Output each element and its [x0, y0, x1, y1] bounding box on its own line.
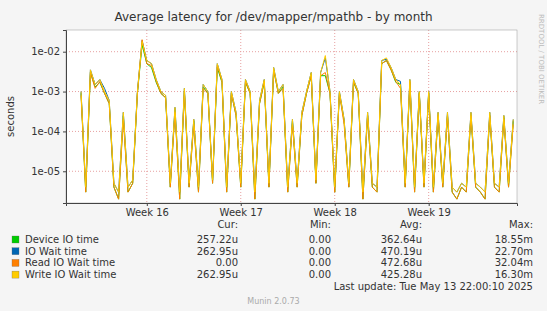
- y-axis: 1e-05 1e-04 1e-03 1e-02: [31, 31, 66, 204]
- y-axis-line: [63, 31, 67, 204]
- legend-stat: 0.00: [309, 257, 331, 268]
- footer: Munin 2.0.73: [247, 297, 299, 306]
- series-line: [81, 42, 513, 193]
- plot-area: [66, 30, 517, 203]
- legend-stat: 0.00: [309, 269, 331, 280]
- legend-header: Max:: [509, 219, 533, 230]
- series-group: [81, 40, 513, 199]
- x-tick-label: Week 19: [408, 207, 451, 218]
- legend-header: Min:: [310, 219, 331, 230]
- y-axis-title: seconds: [5, 96, 16, 137]
- x-tick: Week 16: [126, 203, 169, 218]
- legend-label: Device IO time: [25, 234, 99, 245]
- legend-swatch: [12, 259, 19, 266]
- legend-stat: 262.95u: [197, 269, 238, 280]
- y-tick-mark: [63, 92, 66, 93]
- legend-label: IO Wait time: [25, 246, 87, 257]
- x-tick-mark: [147, 203, 148, 206]
- legend-stat: 0.00: [216, 257, 238, 268]
- x-tick-label: Week 17: [220, 207, 263, 218]
- y-tick-label: 1e-04: [31, 126, 60, 137]
- legend-stat: 470.19u: [381, 246, 422, 257]
- x-tick-mark: [335, 203, 336, 206]
- legend-header: Avg:: [400, 219, 422, 230]
- watermark: RRDTOOL / TOBI OETIKER: [537, 14, 545, 104]
- legend-stat: 18.55m: [495, 234, 533, 245]
- x-tick: Week 19: [408, 203, 451, 218]
- y-tick-mark: [63, 171, 66, 172]
- series-line: [81, 41, 513, 193]
- x-tick-label: Week 16: [126, 207, 169, 218]
- plot-frame: [66, 30, 517, 203]
- legend-stat: 0.00: [309, 234, 331, 245]
- legend-stat: 32.04m: [495, 257, 533, 268]
- y-tick-label: 1e-05: [31, 166, 60, 177]
- legend-stat: 22.70m: [495, 246, 533, 257]
- x-tick: Week 18: [314, 203, 357, 218]
- grid-line-x: [146, 30, 147, 203]
- title: Average latency for /dev/mapper/mpathb -…: [114, 10, 432, 24]
- legend-label: Write IO Wait time: [25, 269, 116, 280]
- legend-stat: 257.22u: [197, 234, 238, 245]
- x-tick-label: Week 18: [314, 207, 357, 218]
- legend-header: Cur:: [217, 219, 238, 230]
- legend-stat: 262.95u: [197, 246, 238, 257]
- x-axis-line: [67, 204, 518, 207]
- x-axis: Week 16 Week 17 Week 18 Week 19: [67, 203, 518, 218]
- background: [0, 0, 547, 311]
- x-tick: Week 17: [220, 203, 263, 218]
- legend-stat: 0.00: [309, 246, 331, 257]
- series-line: [81, 40, 513, 199]
- y-tick: 1e-02: [31, 46, 66, 57]
- x-tick-mark: [429, 203, 430, 206]
- legend-swatch: [12, 236, 19, 243]
- last-update: Last update: Tue May 13 22:00:10 2025: [334, 281, 533, 292]
- y-tick: 1e-03: [31, 86, 66, 97]
- legend-stat: 16.30m: [495, 269, 533, 280]
- grid-line-y: [66, 51, 517, 52]
- y-tick-label: 1e-02: [31, 46, 60, 57]
- legend-stat: 472.68u: [381, 257, 422, 268]
- legend-stat: 362.64u: [381, 234, 422, 245]
- x-tick-mark: [241, 203, 242, 206]
- grid: [66, 30, 517, 203]
- grid-line-x: [428, 30, 429, 203]
- legend-swatch: [12, 271, 19, 278]
- y-tick-label: 1e-03: [31, 86, 60, 97]
- legend-swatch: [12, 248, 19, 255]
- y-tick: 1e-05: [31, 166, 66, 177]
- legend-stat: 425.28u: [381, 269, 422, 280]
- legend: Cur: Min: Avg: Max: Device IO time 257.22u 0.0…: [12, 219, 533, 280]
- grid-line-y: [66, 91, 517, 92]
- legend-label: Read IO Wait time: [25, 257, 115, 268]
- y-tick-mark: [63, 52, 66, 53]
- y-tick-mark: [63, 131, 66, 132]
- chart: 1e-051e-041e-031e-02Week 16Week 17Week 1…: [0, 0, 547, 311]
- y-tick: 1e-04: [31, 126, 66, 137]
